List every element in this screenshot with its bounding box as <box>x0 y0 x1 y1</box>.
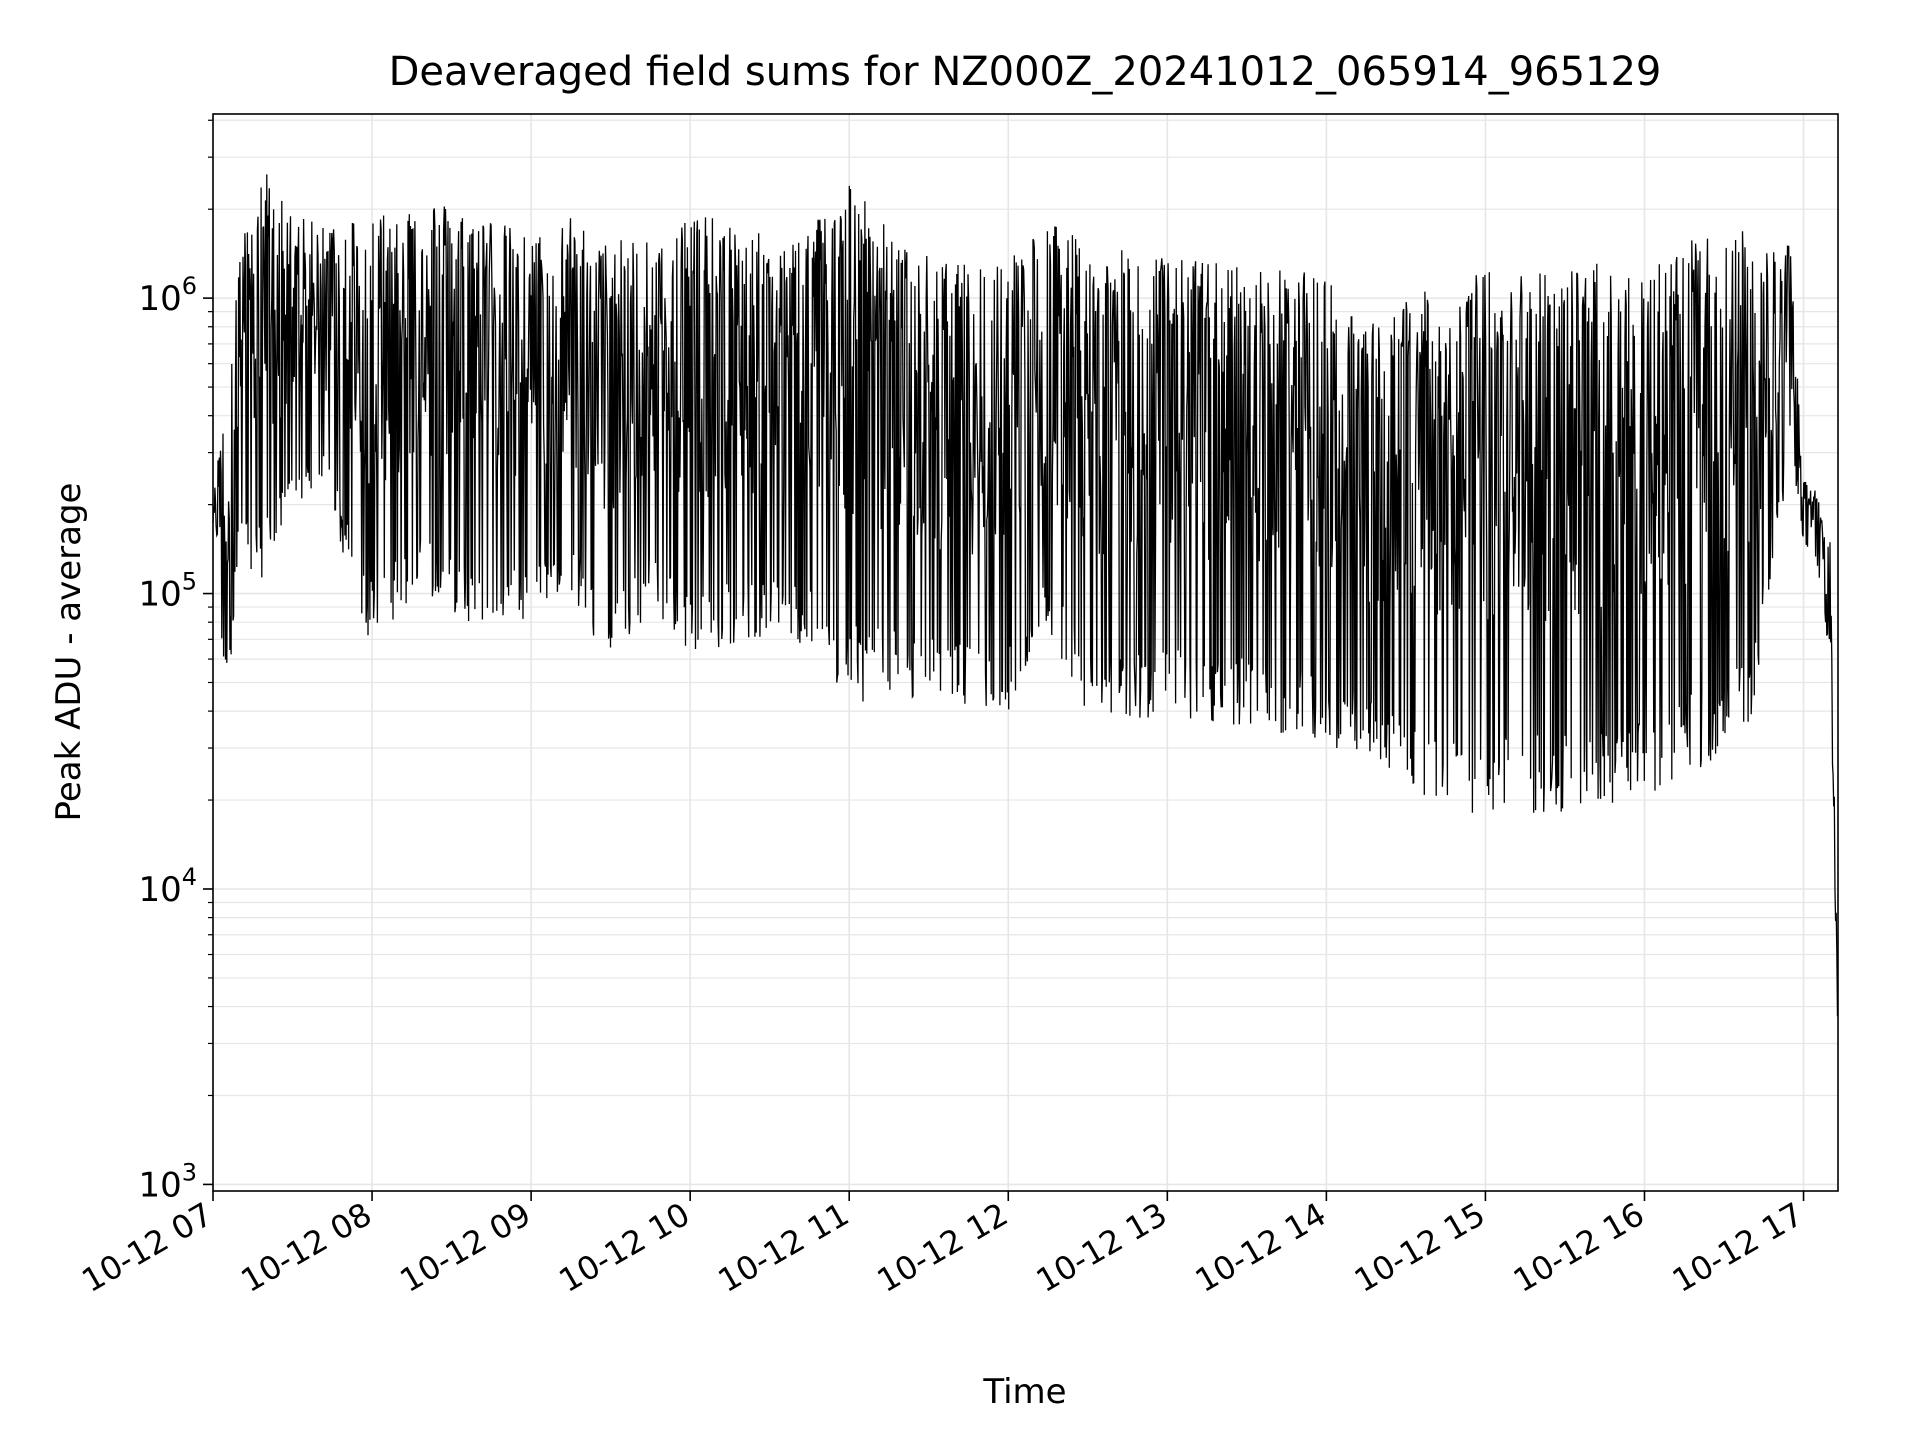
y-tick-base: 10 <box>138 870 181 910</box>
plot-frame <box>212 113 1839 1192</box>
y-axis-label: Peak ADU - average <box>49 483 89 822</box>
y-tick-label: 106 <box>138 272 197 319</box>
y-tick-label: 103 <box>138 1158 197 1205</box>
series-trace <box>212 174 1839 1017</box>
y-tick-exponent: 3 <box>182 1158 197 1186</box>
x-axis-label: Time <box>982 1372 1066 1412</box>
y-tick-base: 10 <box>138 279 181 319</box>
y-tick-base: 10 <box>138 575 181 615</box>
y-tick-exponent: 6 <box>182 272 197 300</box>
y-tick-label: 105 <box>138 568 197 615</box>
series-line <box>212 174 1839 1017</box>
y-tick-label: 104 <box>138 863 197 910</box>
axis-ticks <box>203 119 1805 1201</box>
y-tick-exponent: 4 <box>182 863 197 891</box>
y-tick-base: 10 <box>138 1165 181 1205</box>
y-tick-exponent: 5 <box>182 568 197 596</box>
chart-title: Deaveraged field sums for NZ000Z_2024101… <box>389 49 1662 95</box>
